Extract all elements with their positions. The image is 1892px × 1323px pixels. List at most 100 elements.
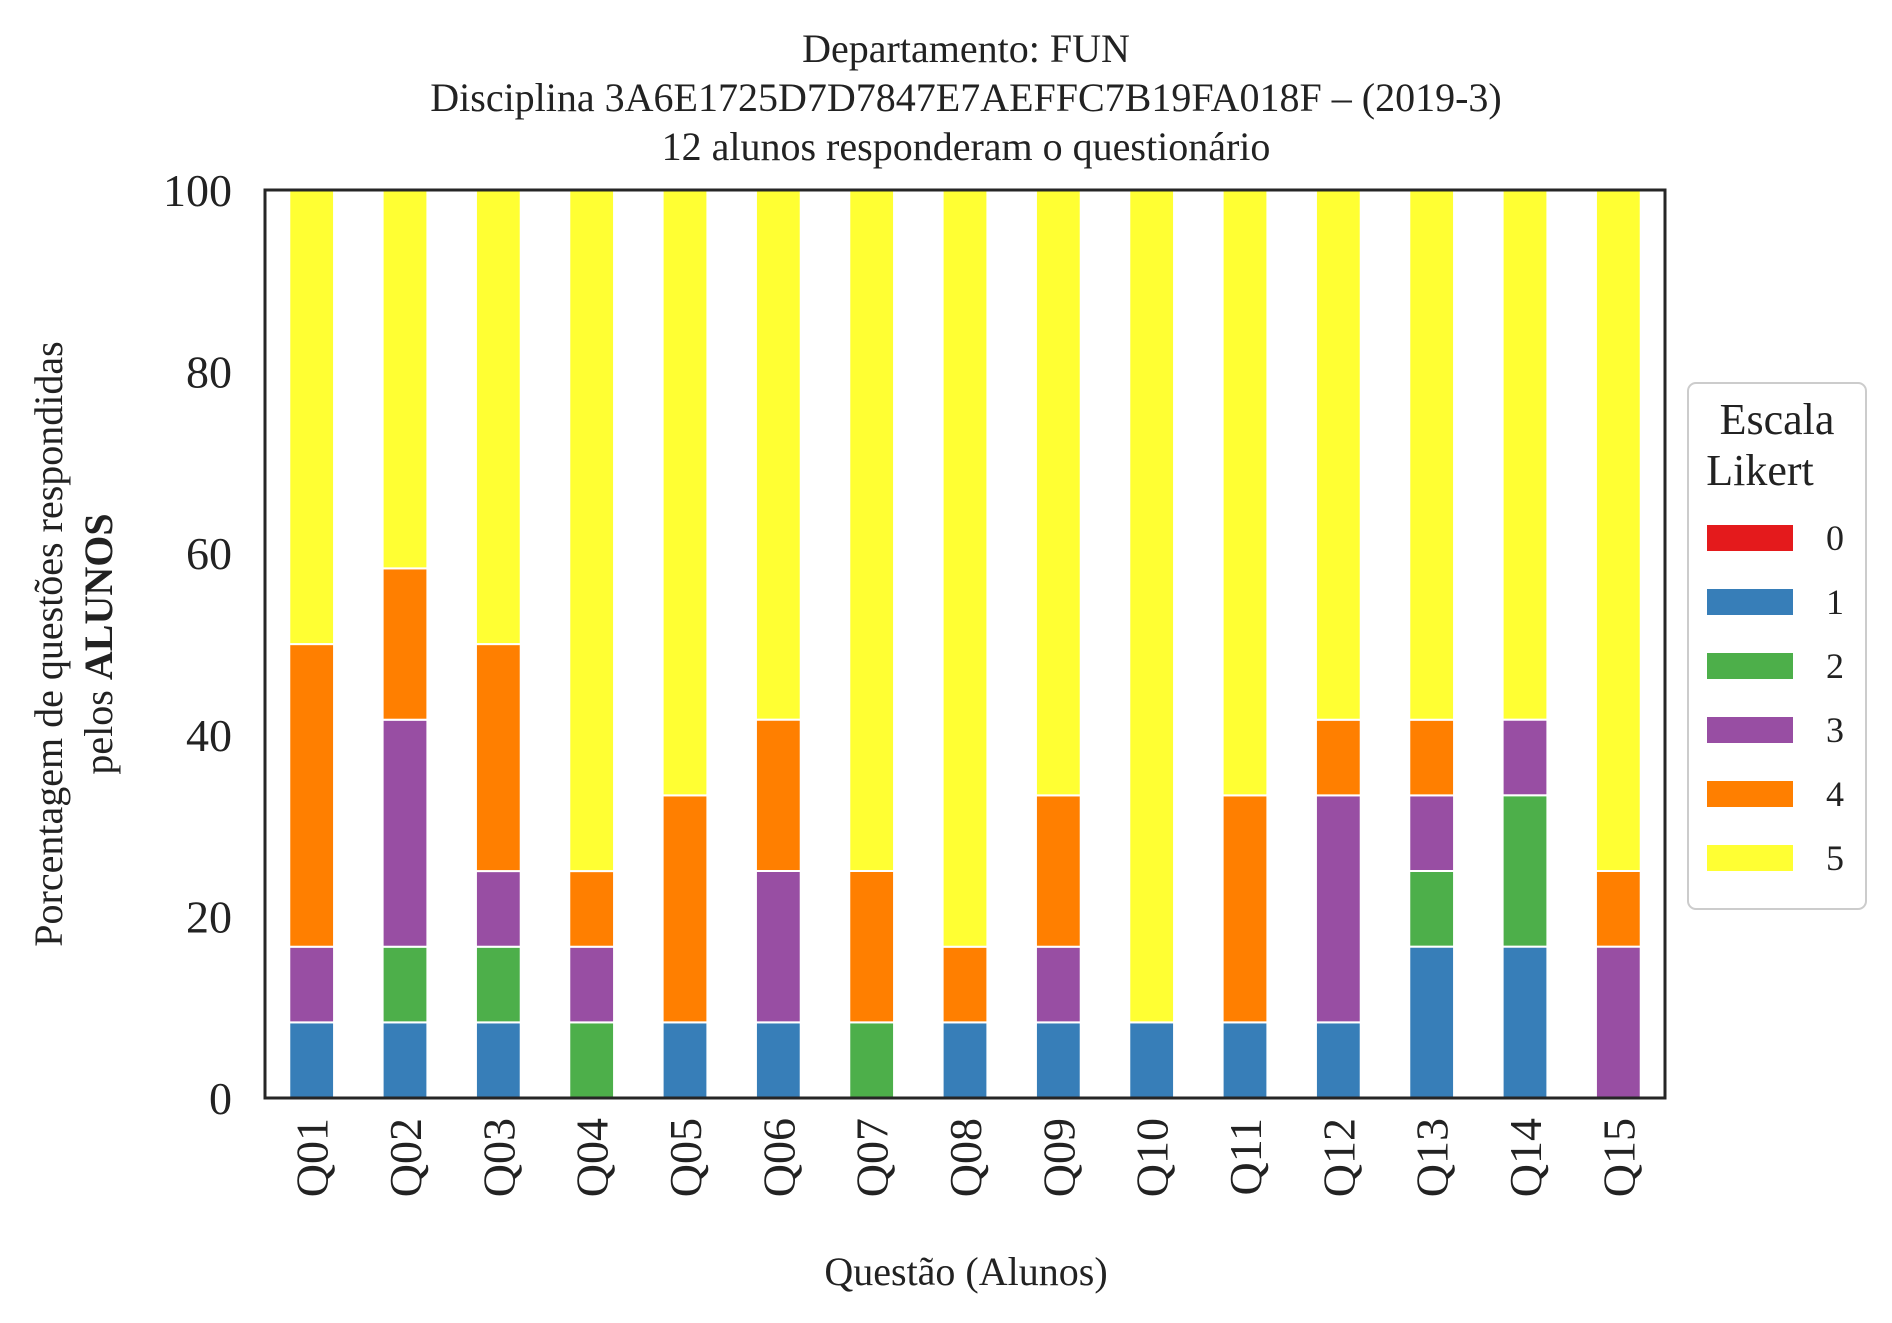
bar-q08-level-4: [941, 945, 989, 1024]
y-tick-label-60: 60: [186, 528, 232, 579]
bar-q03-level-3: [474, 870, 522, 948]
bar-q07-level-5: [848, 189, 896, 872]
y-axis-ticks: 0 20 40 60 80 100: [163, 165, 232, 1124]
bar-q11-level-4: [1221, 794, 1269, 1024]
legend-box: [1687, 382, 1867, 910]
bar-q01-level-4: [288, 643, 336, 948]
bar-q05-level-5: [661, 189, 709, 797]
legend-swatch-2: [1707, 653, 1793, 679]
y-tick-label-40: 40: [186, 710, 232, 761]
bar-q06-level-4: [754, 718, 802, 873]
y-tick-label-0: 0: [209, 1073, 232, 1124]
legend-swatch-5: [1707, 845, 1793, 871]
bar-q06-level-3: [754, 870, 802, 1024]
legend-label-2: 2: [1826, 646, 1844, 686]
bar-q14-level-2: [1501, 794, 1549, 948]
x-tick-label-q05: Q05: [660, 1118, 711, 1197]
bar-q12-level-4: [1314, 718, 1362, 797]
bar-q05-level-4: [661, 794, 709, 1024]
bar-q02-level-3: [381, 718, 429, 948]
x-tick-label-q01: Q01: [287, 1118, 338, 1197]
bar-q13-level-3: [1408, 794, 1456, 872]
y-axis-label-line-1: Porcentagem de questões respondidas: [26, 341, 71, 946]
plot-frame: [263, 188, 1667, 1100]
bar-q07-level-4: [848, 870, 896, 1024]
bar-q13-level-4: [1408, 718, 1456, 797]
bar-q11-level-5: [1221, 189, 1269, 797]
bar-q01-level-3: [288, 945, 336, 1024]
x-tick-label-q06: Q06: [753, 1118, 804, 1197]
legend-label-5: 5: [1826, 838, 1844, 878]
bar-q04-level-4: [568, 870, 616, 948]
bar-q13-level-5: [1408, 189, 1456, 721]
bar-q09-level-4: [1034, 794, 1082, 948]
bar-q01-level-5: [288, 189, 336, 646]
bar-q15-level-4: [1594, 870, 1642, 948]
bar-q14-level-1: [1501, 945, 1549, 1100]
bar-q08-level-1: [941, 1021, 989, 1099]
y-axis-label-prefix: pelos: [76, 680, 121, 774]
bar-q11-level-1: [1221, 1021, 1269, 1099]
bar-q10-level-5: [1128, 189, 1176, 1024]
x-tick-label-q04: Q04: [567, 1118, 618, 1197]
bar-q06-level-1: [754, 1021, 802, 1099]
bar-q02-level-4: [381, 567, 429, 721]
x-tick-label-q10: Q10: [1127, 1118, 1178, 1197]
x-tick-label-q11: Q11: [1220, 1118, 1271, 1196]
bar-q12-level-5: [1314, 189, 1362, 721]
bar-q02-level-2: [381, 945, 429, 1024]
x-tick-label-q02: Q02: [380, 1118, 431, 1197]
legend-swatch-4: [1707, 781, 1793, 807]
legend-label-0: 0: [1826, 518, 1844, 558]
bar-q13-level-1: [1408, 945, 1456, 1100]
legend-label-3: 3: [1826, 710, 1844, 750]
legend-title-line-2: Likert: [1706, 446, 1814, 495]
x-tick-label-q14: Q14: [1500, 1118, 1551, 1197]
chart-title-line-1: Departamento: FUN: [802, 26, 1130, 71]
bar-q10-level-1: [1128, 1021, 1176, 1099]
bar-q02-level-5: [381, 189, 429, 570]
chart-title-line-2: Disciplina 3A6E1725D7D7847E7AEFFC7B19FA0…: [430, 75, 1501, 120]
bar-q09-level-5: [1034, 189, 1082, 797]
bar-q04-level-5: [568, 189, 616, 873]
x-tick-label-q07: Q07: [847, 1118, 898, 1197]
x-tick-label-q15: Q15: [1593, 1118, 1644, 1197]
bars-group: [288, 189, 1642, 1100]
bar-q09-level-3: [1034, 945, 1082, 1024]
bar-q07-level-2: [848, 1021, 896, 1099]
y-tick-label-100: 100: [163, 165, 232, 216]
bar-q15-level-5: [1594, 189, 1642, 872]
legend-label-1: 1: [1826, 582, 1844, 622]
bar-q13-level-2: [1408, 870, 1456, 948]
x-axis-ticks: Q01 Q02 Q03 Q04 Q05 Q06 Q07 Q08 Q09 Q10 Q11 Q12 Q13 Q…: [287, 1118, 1645, 1197]
legend-items: 0 1 2 3 4 5: [1707, 518, 1844, 878]
bar-q02-level-1: [381, 1021, 429, 1099]
x-tick-label-q03: Q03: [473, 1118, 524, 1197]
bar-q03-level-2: [474, 945, 522, 1024]
legend: Escala Likert 0 1 2 3 4 5: [1687, 382, 1867, 910]
x-tick-label-q08: Q08: [940, 1118, 991, 1197]
bar-q03-level-5: [474, 189, 522, 646]
x-tick-label-q13: Q13: [1407, 1118, 1458, 1197]
x-tick-label-q12: Q12: [1313, 1118, 1364, 1197]
bar-q03-level-4: [474, 643, 522, 873]
legend-swatch-3: [1707, 717, 1793, 743]
legend-swatch-1: [1707, 589, 1793, 615]
y-axis-label-bold: ALUNOS: [76, 513, 121, 680]
bar-q12-level-3: [1314, 794, 1362, 1024]
bar-q01-level-1: [288, 1021, 336, 1099]
y-tick-label-20: 20: [186, 891, 232, 942]
legend-label-4: 4: [1826, 774, 1844, 814]
chart-title-line-3: 12 alunos responderam o questionário: [662, 124, 1271, 169]
bar-q08-level-5: [941, 189, 989, 948]
bar-q14-level-3: [1501, 718, 1549, 797]
y-tick-label-80: 80: [186, 347, 232, 398]
y-axis-label-line-2: pelos ALUNOS: [76, 513, 121, 774]
bar-q05-level-1: [661, 1021, 709, 1099]
x-tick-label-q09: Q09: [1033, 1118, 1084, 1197]
bar-q06-level-5: [754, 189, 802, 721]
bar-q15-level-3: [1594, 945, 1642, 1100]
bar-q09-level-1: [1034, 1021, 1082, 1099]
bar-q04-level-3: [568, 945, 616, 1024]
legend-title-line-1: Escala: [1720, 395, 1835, 444]
